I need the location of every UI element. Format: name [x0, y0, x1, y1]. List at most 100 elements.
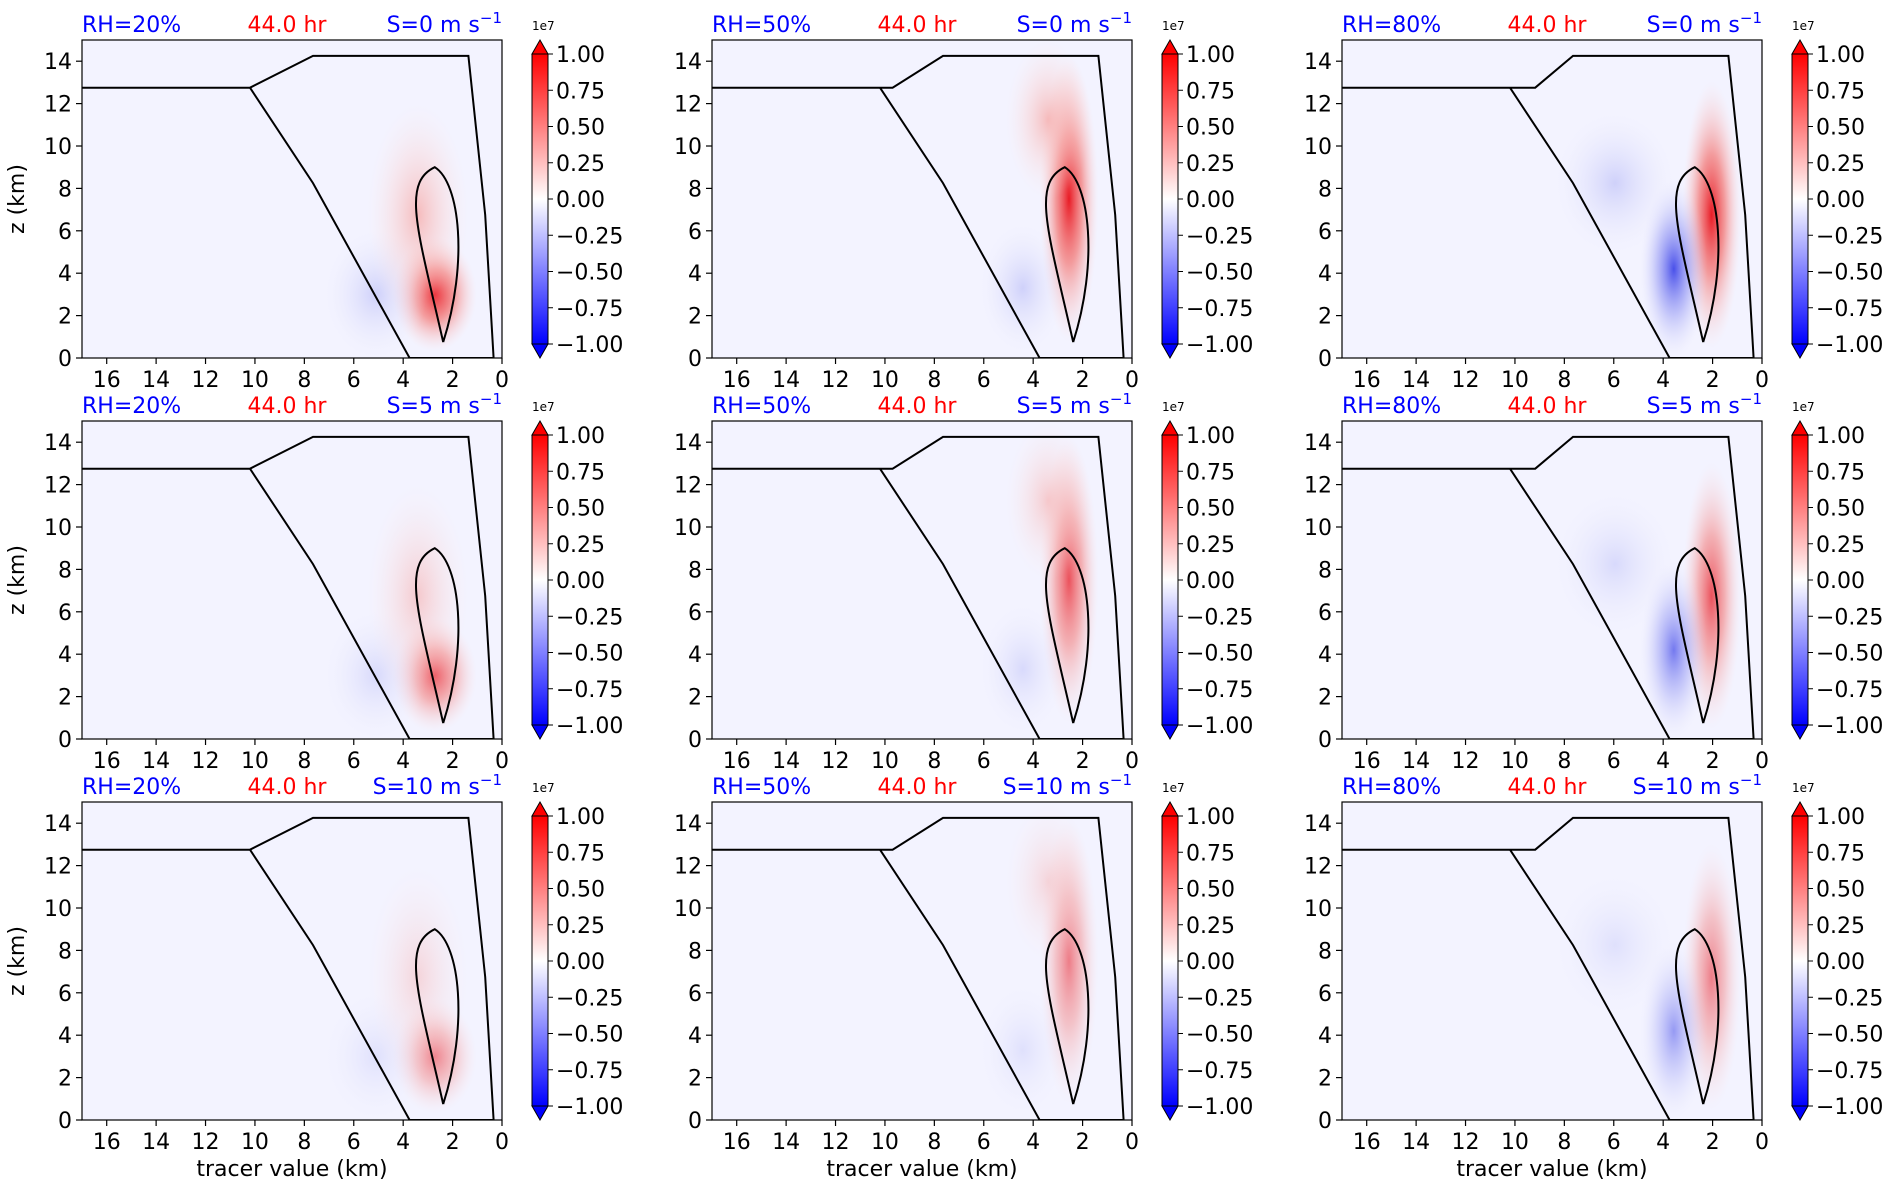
- x-tick-label: 12: [822, 749, 850, 774]
- y-tick-label: 10: [674, 897, 702, 922]
- x-tick-label: 0: [1755, 368, 1769, 393]
- axes-frame: [81, 801, 503, 1121]
- colorbar-tick-label: 1.00: [1186, 43, 1235, 68]
- contour-lines: [82, 54, 495, 358]
- contour-inner: [1674, 166, 1720, 343]
- shading-blob-3: [1556, 494, 1674, 635]
- title-shear: S=5 m s−1: [387, 390, 502, 419]
- colorbar-extend-max: [531, 419, 549, 436]
- y-tick-label: 4: [58, 1024, 72, 1049]
- title-shear: S=0 m s−1: [1647, 9, 1762, 38]
- y-axis-label: z (km): [5, 926, 30, 996]
- title-shear: S=5 m s−1: [1017, 390, 1132, 419]
- shading-blob-2: [980, 224, 1065, 352]
- colorbar-body: [531, 815, 549, 1107]
- x-tick-label: 12: [822, 1130, 850, 1155]
- title-time: 44.0 hr: [878, 13, 958, 38]
- title-rh: RH=80%: [1342, 775, 1441, 800]
- x-tick-label: 2: [1706, 749, 1720, 774]
- colorbar-tick-label: 1.00: [556, 43, 605, 68]
- contour-inner: [1044, 547, 1090, 724]
- colorbar-tick-label: −0.75: [1186, 678, 1253, 703]
- title-time: 44.0 hr: [878, 394, 958, 419]
- colorbar-tick-label: −0.75: [556, 1059, 623, 1084]
- x-tick-label: 16: [93, 368, 121, 393]
- y-tick-label: 10: [674, 516, 702, 541]
- x-tick-label: 2: [1076, 368, 1090, 393]
- shading-blob-3: [1006, 40, 1090, 199]
- y-tick-label: 8: [688, 177, 702, 202]
- x-tick-label: 8: [927, 749, 941, 774]
- x-tick-label: 10: [241, 1130, 269, 1155]
- field-shading: [980, 802, 1099, 1114]
- y-tick-label: 0: [688, 347, 702, 372]
- y-tick-label: 4: [688, 262, 702, 287]
- title-time: 44.0 hr: [248, 13, 328, 38]
- colorbar-extend-min: [1791, 343, 1809, 360]
- x-tick-label: 14: [772, 749, 800, 774]
- x-tick-label: 4: [1656, 368, 1670, 393]
- colorbar-tick-label: −1.00: [1816, 1095, 1883, 1120]
- title-shear: S=10 m s−1: [373, 771, 502, 800]
- panel-4: 16 14 12 10 8 6 4 2 0 0 2 4 6 8 10 12 14 z (km) RH=20% 44.0…: [5, 390, 623, 774]
- axes-frame: [711, 420, 1133, 740]
- panel-5: 16 14 12 10 8 6 4 2 0 0 2 4 6 8 10 12 14 RH=50% 44.0 hr S=5…: [674, 390, 1253, 774]
- y-tick-label: 14: [1304, 431, 1332, 456]
- colorbar-tick-label: 0.00: [1186, 569, 1235, 594]
- y-tick-label: 14: [44, 812, 72, 837]
- x-tick-label: 16: [1353, 368, 1381, 393]
- x-axis-label: tracer value (km): [1456, 1157, 1647, 1182]
- x-tick-label: 6: [1607, 1130, 1621, 1155]
- colorbar-tick-label: 0.50: [556, 497, 605, 522]
- contour-outer: [82, 54, 495, 358]
- y-tick-label: 12: [674, 93, 702, 118]
- y-tick-label: 8: [688, 939, 702, 964]
- colorbar-body: [1791, 53, 1809, 345]
- y-tick-label: 0: [58, 1109, 72, 1134]
- contour-inner: [1674, 928, 1720, 1105]
- contour-outer: [1342, 816, 1755, 1120]
- x-tick-label: 14: [142, 368, 170, 393]
- y-tick-label: 10: [44, 516, 72, 541]
- colorbar-tick-label: 1.00: [1816, 424, 1865, 449]
- contour-inner: [1044, 928, 1090, 1105]
- y-tick-label: 10: [1304, 516, 1332, 541]
- y-tick-label: 6: [688, 220, 702, 245]
- colorbar-tick-label: 0.25: [1186, 914, 1235, 939]
- title-rh: RH=50%: [712, 394, 811, 419]
- colorbar-tick-label: 0.75: [556, 841, 605, 866]
- x-tick-label: 6: [1607, 368, 1621, 393]
- x-tick-label: 14: [1402, 1130, 1430, 1155]
- colorbar-tick-label: 0.00: [1186, 188, 1235, 213]
- y-tick-label: 2: [58, 686, 72, 711]
- colorbar-tick-label: 0.50: [556, 116, 605, 141]
- y-tick-label: 12: [44, 855, 72, 880]
- y-tick-label: 2: [1318, 1067, 1332, 1092]
- x-tick-label: 16: [93, 749, 121, 774]
- y-tick-label: 2: [58, 305, 72, 330]
- x-tick-label: 0: [1125, 1130, 1139, 1155]
- title-rh: RH=80%: [1342, 394, 1441, 419]
- y-tick-label: 14: [674, 431, 702, 456]
- colorbar-tick-label: −0.75: [1816, 297, 1883, 322]
- y-tick-label: 12: [44, 474, 72, 499]
- x-tick-label: 14: [1402, 749, 1430, 774]
- x-tick-label: 12: [192, 368, 220, 393]
- y-tick-label: 0: [1318, 1109, 1332, 1134]
- x-tick-label: 12: [1452, 1130, 1480, 1155]
- title-rh: RH=20%: [82, 775, 181, 800]
- x-tick-label: 6: [347, 1130, 361, 1155]
- x-tick-label: 16: [723, 749, 751, 774]
- x-tick-label: 4: [1656, 1130, 1670, 1155]
- y-tick-label: 6: [58, 601, 72, 626]
- x-tick-label: 4: [1026, 1130, 1040, 1155]
- y-tick-label: 4: [1318, 643, 1332, 668]
- colorbar-body: [1161, 53, 1179, 345]
- colorbar-scale-label: 1e7: [532, 781, 555, 795]
- colorbar-tick-label: 1.00: [1816, 805, 1865, 830]
- x-tick-label: 12: [822, 368, 850, 393]
- colorbar-tick-label: 1.00: [556, 424, 605, 449]
- shading-blob-3: [1006, 802, 1090, 961]
